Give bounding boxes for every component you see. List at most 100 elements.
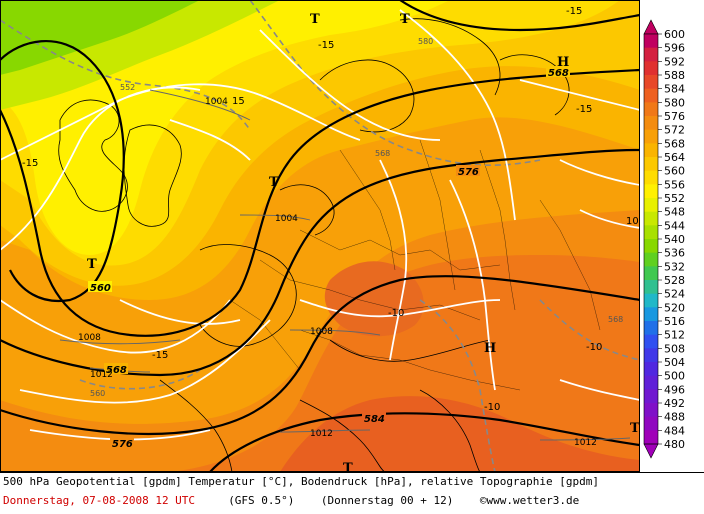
legend-swatch: [644, 198, 658, 213]
legend-swatch: [644, 239, 658, 254]
legend-swatch: [644, 252, 658, 267]
legend-swatch: [644, 307, 658, 322]
legend-tick-label: 576: [664, 110, 685, 123]
isobar-label: 1004: [275, 214, 298, 224]
country-borders: [229, 139, 601, 391]
isotherm-label: -15: [318, 40, 334, 51]
geopotential-label: 576: [458, 167, 479, 178]
legend-swatch: [644, 88, 658, 103]
legend-swatch: [644, 375, 658, 390]
legend-tick-label: 588: [664, 69, 685, 82]
model-name: (GFS 0.5°): [228, 494, 295, 507]
legend-tick-label: 572: [664, 124, 685, 137]
legend-swatch: [644, 47, 658, 62]
legend-tick-label: 592: [664, 55, 685, 68]
isobar-label: 1012: [574, 438, 597, 448]
relative-topography-lines: [0, 0, 640, 472]
legend-tick-label: 600: [664, 28, 685, 41]
isobar-label: 1004: [205, 97, 228, 107]
legend-swatch: [644, 334, 658, 349]
legend-swatch: [644, 389, 658, 404]
legend-tick-label: 548: [664, 206, 685, 219]
low-pressure-symbol: T: [343, 461, 353, 472]
legend-tick-label: 488: [664, 411, 685, 424]
legend-swatch: [644, 102, 658, 117]
low-pressure-symbol: T: [310, 12, 320, 27]
legend-tick-label: 540: [664, 233, 685, 246]
legend-swatch: [644, 184, 658, 199]
geopotential-label: 576: [112, 439, 133, 450]
legend-tick-label: 568: [664, 137, 685, 150]
legend-tick-label: 480: [664, 438, 685, 451]
chart-footer: 500 hPa Geopotential [gpdm] Temperatur […: [0, 472, 704, 514]
geopotential-lines: [0, 0, 640, 472]
band-544: [0, 0, 200, 75]
isotherm-label: -10: [586, 342, 602, 353]
run-time: (Donnerstag 00 + 12): [320, 494, 454, 507]
legend-tick-label: 524: [664, 288, 685, 301]
low-pressure-symbol: T: [630, 421, 640, 436]
legend-swatch: [644, 403, 658, 418]
legend-tick-label: 520: [664, 301, 685, 314]
topography-label: 560: [90, 389, 105, 398]
isotherm-label: 15: [232, 96, 245, 107]
legend-swatch: [644, 129, 658, 144]
run-info: Donnerstag, 07-08-2008 12 UTC (GFS 0.5°)…: [3, 494, 579, 507]
legend-tick-label: 508: [664, 342, 685, 355]
isotherm-label: -15: [22, 158, 38, 169]
legend-tick-label: 532: [664, 260, 685, 273]
geopotential-label: 568: [106, 365, 127, 376]
copyright-link[interactable]: ©www.wetter3.de: [479, 494, 580, 507]
legend-swatch: [644, 34, 658, 49]
geopotential-label: 568: [548, 68, 569, 79]
topography-label: 552: [120, 83, 135, 92]
legend-tick-label: 496: [664, 383, 685, 396]
legend-swatch: [644, 266, 658, 281]
low-pressure-symbol: T: [400, 12, 410, 27]
legend-tick-label: 512: [664, 329, 685, 342]
legend-tick-label: 536: [664, 247, 685, 260]
legend-tick-label: 596: [664, 42, 685, 55]
low-pressure-symbol: T: [269, 175, 279, 190]
isotherm-label: -15: [576, 104, 592, 115]
legend-swatch: [644, 143, 658, 158]
high-pressure-symbol: H: [484, 341, 496, 356]
isotherm-label: -15: [152, 350, 168, 361]
low-pressure-symbol: T: [87, 257, 97, 272]
geopotential-label: 584: [364, 414, 385, 425]
legend-swatch: [644, 430, 658, 445]
legend-swatch: [644, 348, 658, 363]
legend-tick-label: 556: [664, 178, 685, 191]
geopotential-label: 560: [90, 283, 111, 294]
legend-swatch: [644, 75, 658, 90]
isotherm-label: 10: [626, 216, 639, 227]
isotherm-label: -15: [566, 6, 582, 17]
legend-swatch: [644, 157, 658, 172]
color-legend: 6005965925885845805765725685645605565525…: [643, 19, 685, 459]
legend-swatch: [644, 416, 658, 431]
legend-tick-label: 564: [664, 151, 685, 164]
legend-tick-label: 584: [664, 83, 685, 96]
topography-label: 568: [375, 149, 390, 158]
legend-swatch: [644, 61, 658, 76]
legend-tick-label: 552: [664, 192, 685, 205]
legend-swatch: [644, 293, 658, 308]
legend-arrow-bottom: [643, 443, 659, 459]
topography-label: 568: [608, 315, 623, 324]
legend-swatch: [644, 225, 658, 240]
legend-swatch: [644, 321, 658, 336]
legend-swatch: [644, 116, 658, 131]
legend-tick-label: 504: [664, 356, 685, 369]
legend-swatch: [644, 170, 658, 185]
chart-title: 500 hPa Geopotential [gpdm] Temperatur […: [3, 475, 600, 488]
legend-tick-label: 544: [664, 219, 685, 232]
valid-date: Donnerstag, 07-08-2008 12 UTC: [3, 494, 196, 507]
map-border: [0, 0, 640, 472]
legend-swatch: [644, 280, 658, 295]
weather-map: T T T T T H H T 568 560 568 576 576 584 …: [0, 0, 640, 472]
isobar-label: 1008: [78, 333, 101, 343]
isobars: [59, 89, 631, 441]
legend-tick-label: 516: [664, 315, 685, 328]
legend-tick-label: 560: [664, 165, 685, 178]
